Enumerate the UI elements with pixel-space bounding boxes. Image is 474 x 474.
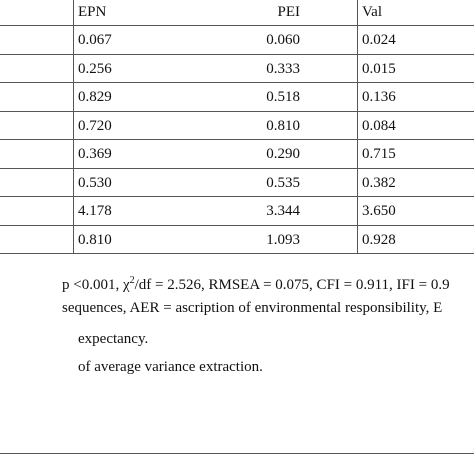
row-rule — [0, 82, 474, 83]
footnote: sequences, AER = ascription of environme… — [62, 300, 443, 316]
table-cell: 0.136 — [362, 89, 396, 105]
footnote-text: /df = 2.526, RMSEA = 0.075, CFI = 0.911,… — [134, 277, 450, 293]
column-rule — [73, 0, 74, 253]
row-rule — [0, 167, 474, 169]
table-cell: 0.518 — [266, 89, 300, 105]
header-cell: PEI — [277, 4, 301, 20]
table-cell: 0.810 — [78, 231, 112, 248]
row-rule — [0, 224, 474, 226]
table-cell: 0.060 — [266, 32, 300, 48]
table-cell: 0.024 — [362, 32, 396, 48]
table-cell: 0.084 — [362, 117, 396, 134]
table-cell: 4.178 — [78, 203, 112, 219]
superscript: 2 — [129, 275, 135, 286]
table-cell: 3.650 — [362, 203, 396, 219]
table-cell: 0.715 — [362, 146, 396, 162]
header-cell: Val — [362, 4, 382, 20]
header-rule — [0, 25, 474, 26]
table-cell: 1.093 — [266, 231, 300, 248]
footnote: expectancy. — [78, 331, 149, 347]
footnote-text: p <0.001, χ — [62, 277, 130, 293]
table-cell: 0.369 — [78, 146, 112, 162]
table-cell: 0.530 — [78, 174, 112, 191]
footnote: of average variance extraction. — [78, 359, 263, 375]
table-cell: 0.333 — [266, 60, 300, 77]
row-rule — [0, 196, 474, 197]
table-cell: 0.720 — [78, 117, 112, 134]
table-cell: 0.382 — [362, 174, 396, 191]
row-rule — [0, 110, 474, 112]
table-cell: 0.067 — [78, 32, 112, 48]
table-cell: 0.928 — [362, 231, 396, 248]
table-cell: 0.256 — [78, 60, 112, 77]
table-cell: 0.015 — [362, 60, 396, 77]
row-rule — [0, 53, 474, 55]
row-rule — [0, 253, 474, 254]
column-rule — [357, 0, 358, 253]
table-cell: 0.810 — [266, 117, 300, 134]
table-cell: 0.829 — [78, 89, 112, 105]
bottom-rule — [0, 453, 474, 454]
footnote: p <0.001, χ2/df = 2.526, RMSEA = 0.075, … — [62, 271, 450, 295]
row-rule — [0, 139, 474, 140]
header-cell: EPN — [78, 4, 107, 20]
table-cell: 3.344 — [266, 203, 300, 219]
table-cell: 0.535 — [266, 174, 300, 191]
table-cell: 0.290 — [266, 146, 300, 162]
